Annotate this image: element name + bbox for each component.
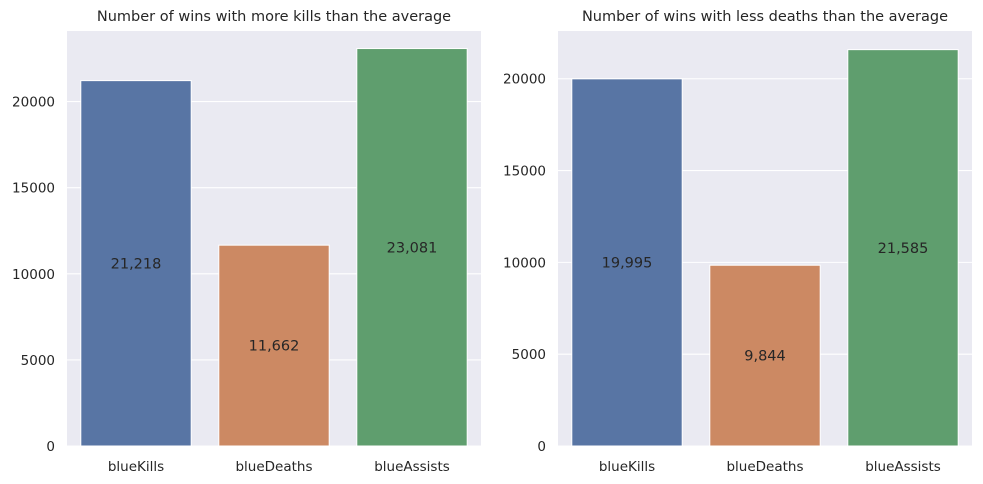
y-tick-label: 15000 [503, 164, 546, 180]
y-tick-label: 0 [46, 439, 55, 455]
bars [80, 48, 468, 447]
y-tick-label: 5000 [512, 347, 546, 363]
value-label-blueAssists: 23,081 [387, 240, 438, 256]
y-tick-label: 20000 [12, 95, 55, 111]
chart-title: Number of wins with more kills than the … [97, 9, 451, 25]
value-label-blueDeaths: 9,844 [744, 349, 786, 365]
bar-blueAssists [356, 48, 468, 447]
y-tick-label: 20000 [503, 72, 546, 88]
x-tick-labels: blueKills blueDeaths blueAssists [599, 459, 941, 475]
bar-blueAssists [847, 49, 959, 447]
x-tick-label-blueAssists: blueAssists [374, 459, 450, 475]
value-labels: 19,995 9,844 21,585 [602, 241, 929, 365]
bar-blueKills [80, 80, 192, 447]
chart-title: Number of wins with less deaths than the… [582, 9, 948, 25]
bar-blueDeaths [709, 264, 821, 447]
y-tick-label: 5000 [21, 353, 55, 369]
value-label-blueKills: 19,995 [602, 255, 653, 271]
x-tick-label-blueKills: blueKills [108, 459, 164, 475]
value-labels: 21,218 11,662 23,081 [111, 240, 438, 354]
value-label-blueDeaths: 11,662 [249, 339, 300, 355]
y-tick-label: 0 [537, 439, 546, 455]
x-tick-label-blueAssists: blueAssists [865, 459, 941, 475]
y-tick-label: 15000 [12, 181, 55, 197]
bar-blueKills [571, 78, 683, 447]
bars [571, 49, 959, 447]
y-tick-labels: 0 5000 10000 15000 20000 [12, 95, 55, 455]
chart-less-deaths: 19,995 9,844 21,585 0 5000 10000 15000 20000 b… [503, 9, 972, 475]
y-tick-labels: 0 5000 10000 15000 20000 [503, 72, 546, 455]
x-tick-label-blueKills: blueKills [599, 459, 655, 475]
y-tick-label: 10000 [503, 255, 546, 271]
y-tick-label: 10000 [12, 267, 55, 283]
value-label-blueKills: 21,218 [111, 256, 162, 272]
x-tick-label-blueDeaths: blueDeaths [235, 459, 312, 475]
x-tick-label-blueDeaths: blueDeaths [726, 459, 803, 475]
bar-blueDeaths [218, 244, 330, 447]
x-tick-labels: blueKills blueDeaths blueAssists [108, 459, 450, 475]
value-label-blueAssists: 21,585 [878, 241, 929, 257]
